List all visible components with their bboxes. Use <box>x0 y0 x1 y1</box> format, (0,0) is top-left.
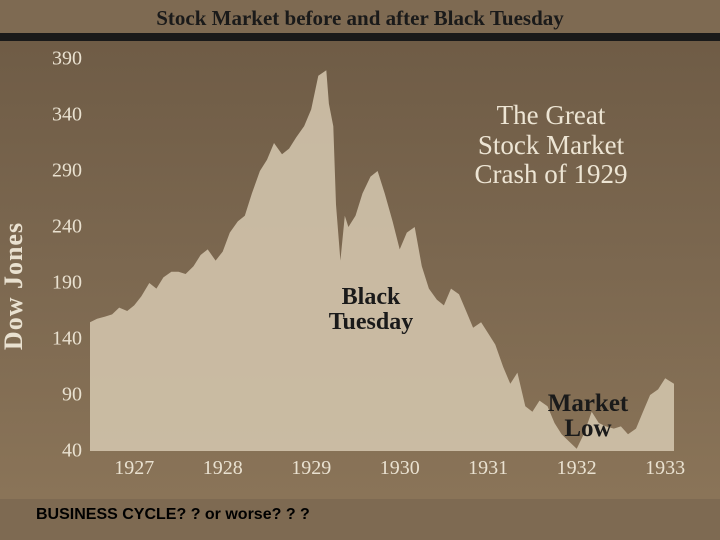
x-tick-label: 1930 <box>380 457 420 480</box>
y-tick-label: 90 <box>42 384 82 407</box>
y-tick-label: 40 <box>42 440 82 463</box>
y-tick-label: 290 <box>42 160 82 183</box>
y-tick-label: 390 <box>42 48 82 71</box>
y-tick-label: 140 <box>42 328 82 351</box>
x-tick-label: 1931 <box>468 457 508 480</box>
x-tick-label: 1933 <box>645 457 685 480</box>
footer-caption: BUSINESS CYCLE? ? or worse? ? ? <box>36 506 310 524</box>
x-tick-label: 1928 <box>203 457 243 480</box>
black-tuesday-annotation: BlackTuesday <box>306 285 436 335</box>
chart-title: The GreatStock MarketCrash of 1929 <box>426 101 676 190</box>
y-tick-label: 190 <box>42 272 82 295</box>
x-tick-label: 1927 <box>114 457 154 480</box>
x-tick-label: 1929 <box>291 457 331 480</box>
y-tick-label: 340 <box>42 104 82 127</box>
market-low-annotation: MarketLow <box>518 391 658 441</box>
title-underline <box>0 33 720 41</box>
slide-title: Stock Market before and after Black Tues… <box>0 6 720 31</box>
y-axis-label: Dow Jones <box>0 222 29 350</box>
y-tick-label: 240 <box>42 216 82 239</box>
x-tick-label: 1932 <box>557 457 597 480</box>
chart-container: Dow Jones 40 90 140 190 240 290 340 390 1927 192… <box>0 41 720 499</box>
